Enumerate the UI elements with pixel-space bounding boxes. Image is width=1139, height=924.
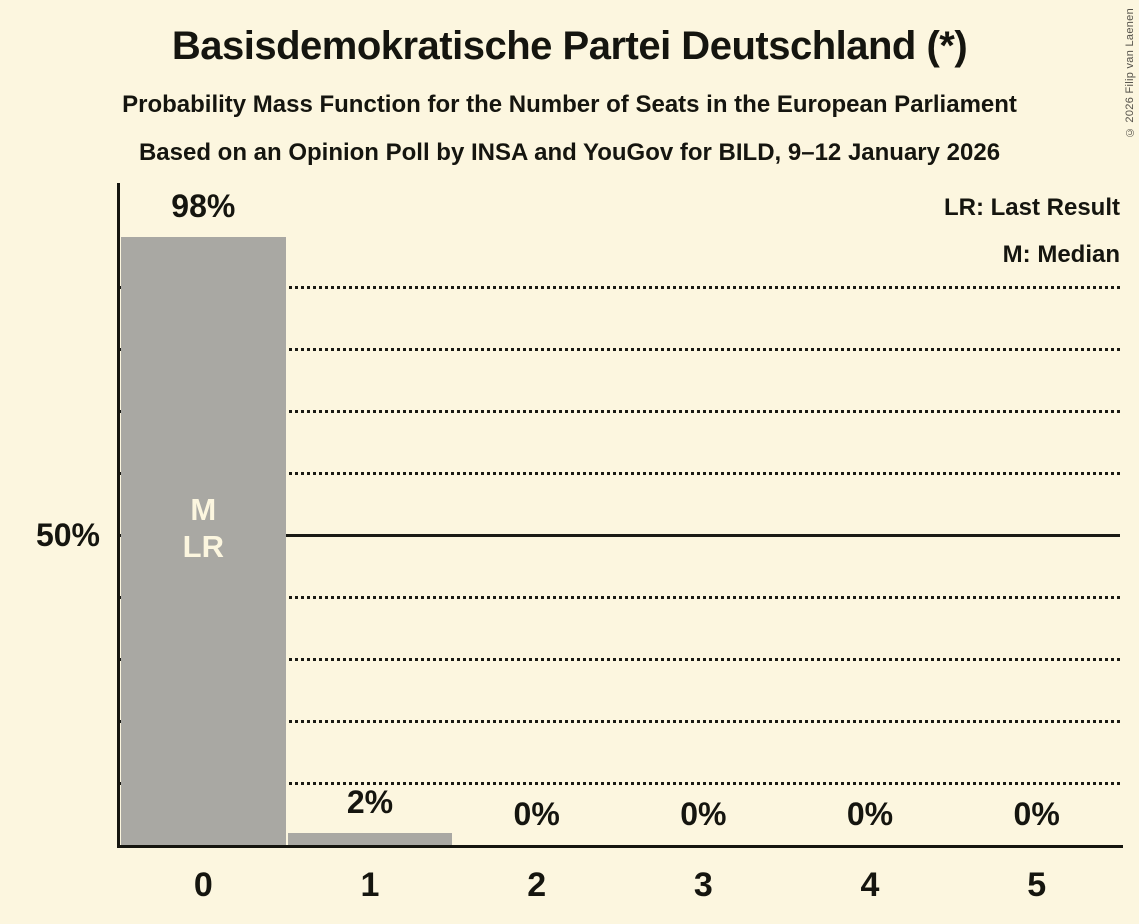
x-tick-label-1: 1 xyxy=(360,866,380,904)
bar-annotation-median-last-result: M LR xyxy=(121,491,286,565)
copyright-notice: © 2026 Filip van Laenen xyxy=(1124,8,1136,139)
plot-area: M LR 98% 2% 0% 0% 0% 0% xyxy=(120,183,1120,845)
gridline-80pct xyxy=(120,347,1120,351)
legend: LR: Last Result M: Median xyxy=(944,184,1120,278)
gridline-10pct xyxy=(120,781,1120,785)
bar-seats-0: M LR xyxy=(121,237,286,845)
bar-annotation-line: M xyxy=(190,492,217,527)
gridline-90pct xyxy=(120,285,1120,289)
gridline-40pct xyxy=(120,595,1120,599)
gridline-30pct xyxy=(120,657,1120,661)
x-tick-label-0: 0 xyxy=(193,866,213,904)
x-axis-tick-labels: 0 1 2 3 4 5 xyxy=(120,866,1120,908)
bar-value-label-2: 0% xyxy=(513,796,560,832)
bar-value-label-1: 2% xyxy=(346,783,394,820)
bar-value-label-5: 0% xyxy=(1013,796,1060,832)
gridline-70pct xyxy=(120,409,1120,413)
bar-value-label-3: 0% xyxy=(680,796,727,832)
x-tick-label-5: 5 xyxy=(1027,866,1047,904)
chart-title: Basisdemokratische Partei Deutschland (*… xyxy=(171,24,968,68)
gridline-20pct xyxy=(120,719,1120,723)
x-axis-line xyxy=(117,845,1123,848)
bar-value-label-0: 98% xyxy=(171,188,236,225)
bar-seats-1 xyxy=(287,832,453,845)
x-tick-label-4: 4 xyxy=(860,866,880,904)
gridline-60pct xyxy=(120,471,1120,475)
x-tick-label-3: 3 xyxy=(693,866,713,904)
y-axis-tick-label: 50% xyxy=(35,517,100,553)
chart-subtitle: Probability Mass Function for the Number… xyxy=(122,91,1017,118)
gridline-50pct-solid xyxy=(120,533,1120,537)
bar-annotation-line: LR xyxy=(182,529,224,564)
x-tick-label-2: 2 xyxy=(527,866,547,904)
bar-value-label-4: 0% xyxy=(846,796,894,832)
legend-median: M: Median xyxy=(1002,241,1120,268)
chart-source-line: Based on an Opinion Poll by INSA and You… xyxy=(138,139,1001,166)
legend-last-result: LR: Last Result xyxy=(943,194,1120,221)
y-axis-line xyxy=(117,183,120,848)
